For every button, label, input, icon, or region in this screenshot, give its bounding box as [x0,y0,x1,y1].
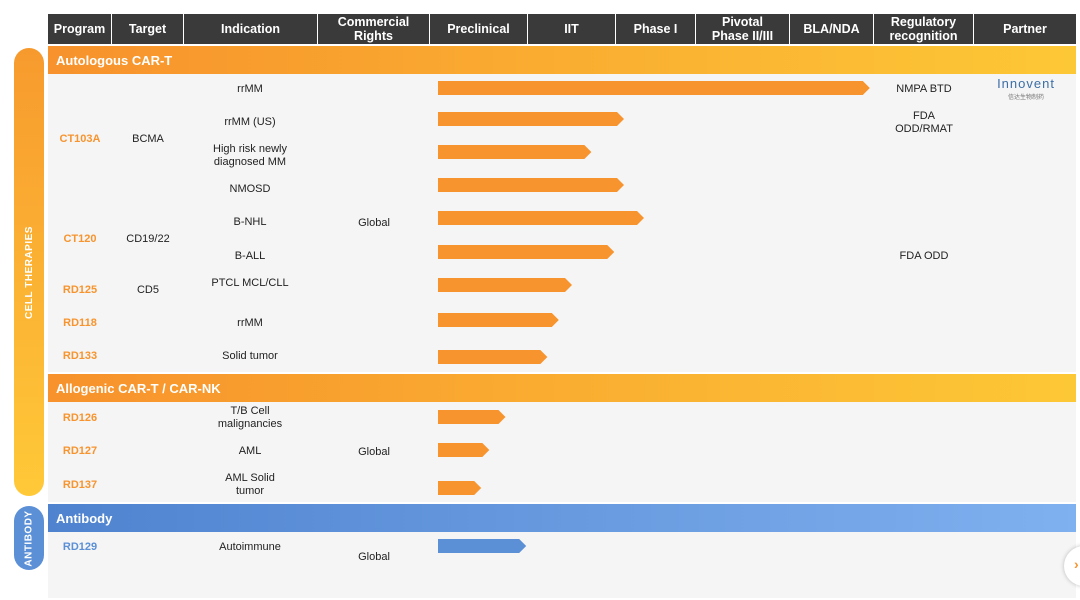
indication-ball: B-ALL [234,250,266,262]
indication-ptcl: PTCL MCL/CLL [211,277,289,289]
next-button[interactable]: › [1064,546,1080,586]
partner-logo: Innovent 信达生物制药 [984,76,1068,101]
indication-solid: Solid tumor [222,350,278,362]
allogenic-body [48,402,1076,502]
target-cd1922: CD19/22 [126,233,170,245]
header-program: Program [48,14,112,44]
header-iit: IIT [528,14,616,44]
indication-tb: T/B Cell malignancies [217,405,283,430]
indication-nmosd: NMOSD [229,183,271,195]
program-rd129: RD129 [62,541,98,553]
chevron-right-icon: › [1074,556,1079,572]
indication-autoimmune: Autoimmune [219,541,281,553]
header-target: Target [112,14,184,44]
indication-aml: AML [238,445,262,457]
partner-name: Innovent [997,76,1055,91]
section-autologous: Autologous CAR-T [48,46,1076,74]
program-rd126: RD126 [62,412,98,424]
program-rd125: RD125 [62,284,98,296]
program-ct103a: CT103A [59,133,101,145]
cell-therapies-label: CELL THERAPIES [14,48,44,496]
header-indication: Indication [184,14,318,44]
indication-high-risk: High risk newly diagnosed MM [213,143,287,168]
target-bcma: BCMA [132,133,164,145]
section-allogenic: Allogenic CAR-T / CAR-NK [48,374,1076,402]
program-rd127: RD127 [62,445,98,457]
rights-allogenic: Global [358,446,390,458]
target-cd5: CD5 [136,284,159,296]
regulatory-fda-odd: FDA ODD [899,250,949,262]
indication-rd118: rrMM [237,317,263,329]
regulatory-nmpa-btd: NMPA BTD [896,83,952,95]
indication-bnhl: B-NHL [233,216,267,228]
partner-subtitle: 信达生物制药 [1007,95,1044,101]
antibody-label: ANTIBODY [14,506,44,570]
program-ct120: CT120 [63,233,97,245]
indication-aml-solid: AML Solid tumor [225,472,275,497]
rights-autologous: Global [358,217,390,229]
antibody-body [48,532,1076,598]
header-commercial-rights: Commercial Rights [318,14,430,44]
section-antibody: Antibody [48,504,1076,532]
program-rd133: RD133 [62,350,98,362]
regulatory-fda-odd-rmat: FDA ODD/RMAT [895,110,953,135]
header-partner: Partner [974,14,1076,44]
rights-antibody: Global [358,551,390,563]
indication-rrmm-us: rrMM (US) [224,116,276,128]
header-regulatory: Regulatory recognition [874,14,974,44]
program-rd137: RD137 [62,479,98,491]
header-phase1: Phase I [616,14,696,44]
program-rd118: RD118 [63,317,97,329]
header-bla-nda: BLA/NDA [790,14,874,44]
header-pivotal: Pivotal Phase II/III [696,14,790,44]
indication-rrmm: rrMM [237,83,263,95]
header-preclinical: Preclinical [430,14,528,44]
